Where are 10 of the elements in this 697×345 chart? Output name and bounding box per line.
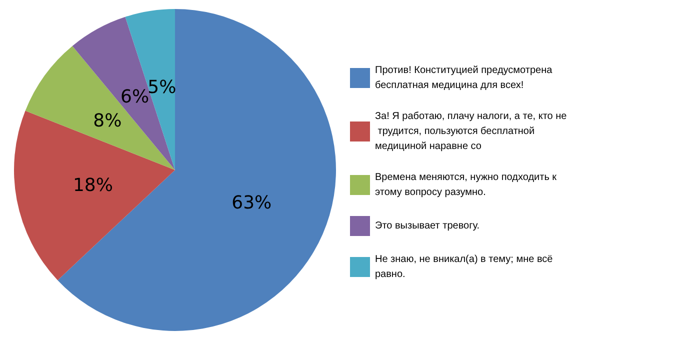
data-label: 6% bbox=[120, 86, 150, 108]
legend-label: Не знаю, не вникал(а) в тему; мне всё равно. bbox=[375, 254, 556, 280]
legend-label: Это вызывает тревогу. bbox=[375, 220, 480, 232]
legend-label: За! Я работаю, плачу налоги, а те, кто не трудится, пользуются бесплатной медициной наравне со bbox=[375, 111, 568, 152]
data-label: 5% bbox=[148, 77, 176, 98]
legend-label: Против! Конституцией предусмотрена бесплатная медицина для всех! bbox=[375, 65, 555, 91]
data-label: 63% bbox=[232, 192, 272, 214]
data-label: 18% bbox=[72, 175, 113, 196]
data-label: 8% bbox=[93, 110, 122, 132]
legend-label: Времена меняются, нужно подходить к этому вопросу разумно. bbox=[375, 172, 560, 198]
